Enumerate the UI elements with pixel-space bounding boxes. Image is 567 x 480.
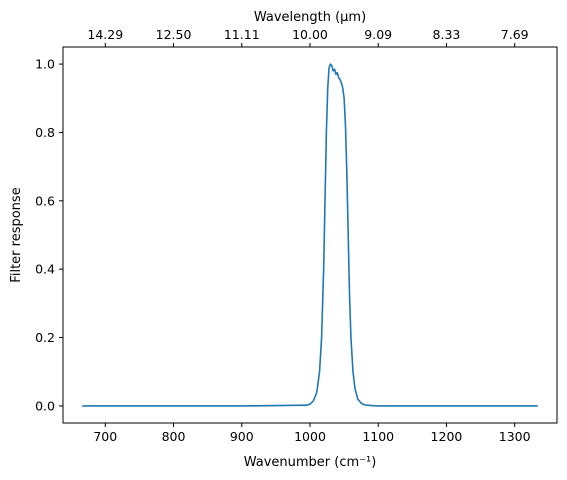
x-axis-ticks: 700 800 900 1000 1100 1200 1300 xyxy=(93,423,531,444)
y-tick-label: 1.0 xyxy=(35,57,55,72)
top-tick-label: 12.50 xyxy=(156,27,192,42)
top-tick-label: 9.09 xyxy=(364,27,392,42)
top-axis-ticks: 14.29 12.50 11.11 10.00 9.09 8.33 7.69 xyxy=(87,27,529,47)
top-tick-label: 10.00 xyxy=(292,27,328,42)
y-tick-label: 0.0 xyxy=(35,398,55,413)
y-axis-ticks: 0.0 0.2 0.4 0.6 0.8 1.0 xyxy=(35,57,63,413)
x-tick-label: 1200 xyxy=(431,429,463,444)
x-tick-label: 900 xyxy=(230,429,254,444)
y-tick-label: 0.6 xyxy=(35,193,55,208)
top-tick-label: 14.29 xyxy=(87,27,123,42)
x-tick-label: 700 xyxy=(93,429,117,444)
top-tick-label: 7.69 xyxy=(501,27,529,42)
x-tick-label: 1000 xyxy=(294,429,326,444)
plot-area xyxy=(63,47,557,423)
x-axis-label: Wavenumber (cm⁻¹) xyxy=(244,455,377,470)
x-tick-label: 1100 xyxy=(362,429,394,444)
x-tick-label: 800 xyxy=(162,429,186,444)
top-tick-label: 8.33 xyxy=(433,27,461,42)
y-axis-label: Filter response xyxy=(9,187,24,282)
series-layer xyxy=(81,63,539,407)
y-tick-label: 0.2 xyxy=(35,330,55,345)
y-tick-label: 0.8 xyxy=(35,125,55,140)
top-tick-label: 11.11 xyxy=(224,27,260,42)
top-axis-label: Wavelength (μm) xyxy=(254,10,366,25)
x-tick-label: 1300 xyxy=(499,429,531,444)
y-tick-label: 0.4 xyxy=(35,262,55,277)
series-line-0 xyxy=(81,63,539,407)
